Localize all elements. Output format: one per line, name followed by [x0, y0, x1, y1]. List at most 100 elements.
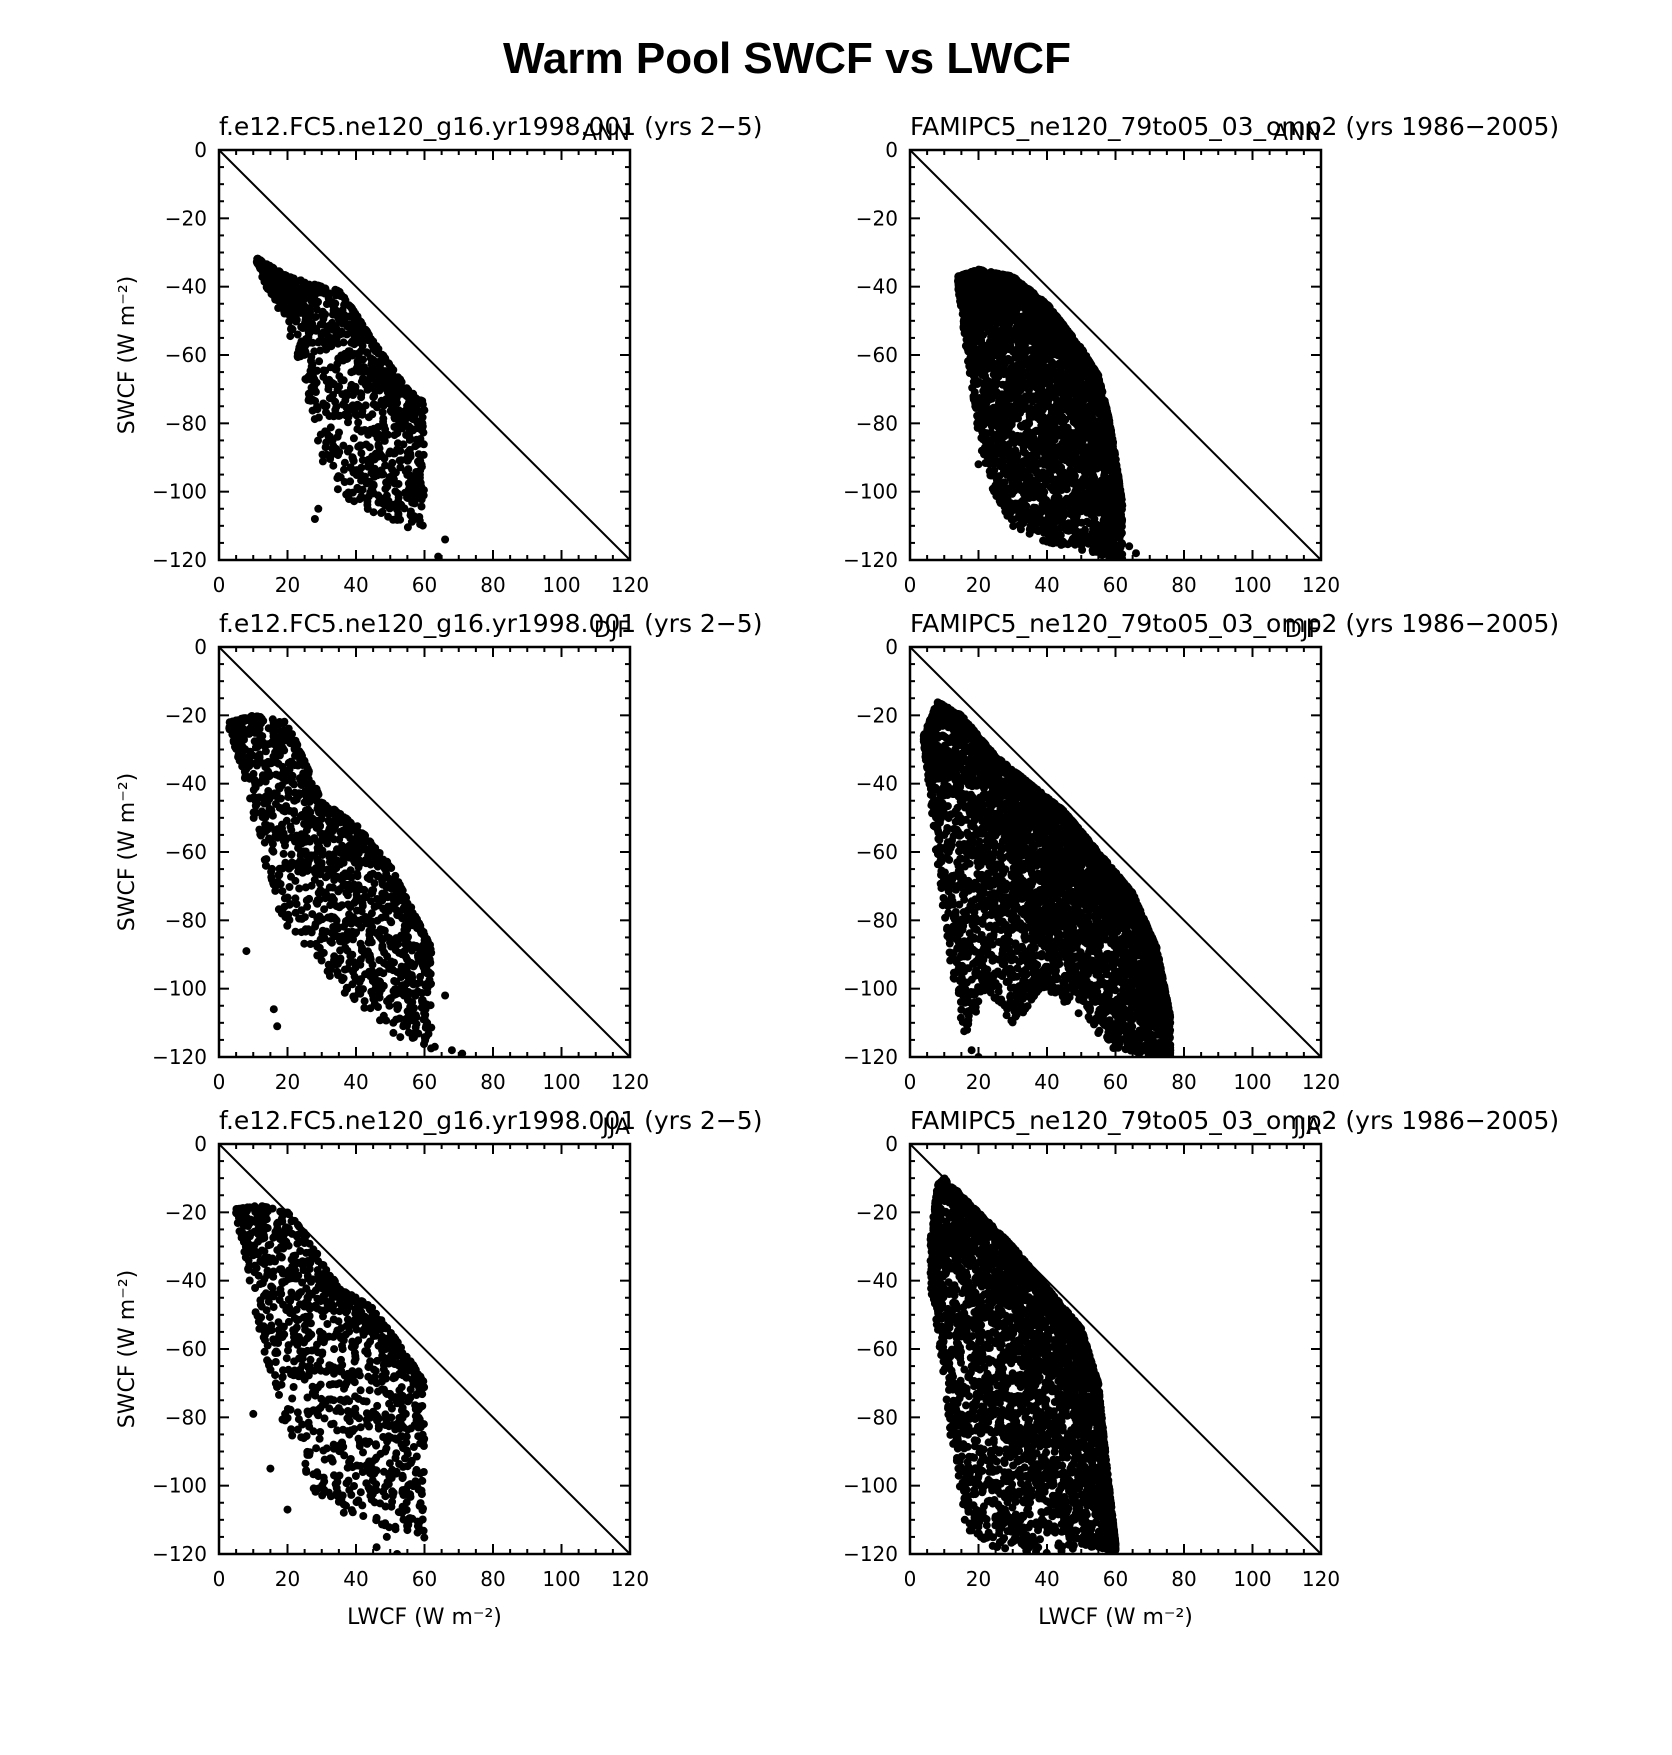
scatter-panel-ann-reference: FAMIPC5_ne120_79to05_03_omp2 (yrs 1986−2…	[843, 112, 1559, 597]
data-point	[1061, 342, 1069, 351]
data-point	[353, 357, 362, 366]
data-point	[1035, 459, 1044, 468]
data-points	[954, 265, 1140, 560]
data-point	[386, 406, 395, 415]
data-point	[1105, 419, 1114, 428]
data-point	[399, 415, 408, 424]
data-point	[346, 477, 355, 486]
data-point	[1092, 435, 1101, 444]
data-point	[347, 303, 356, 312]
data-point	[1008, 316, 1017, 325]
data-point	[1071, 439, 1080, 448]
y-tick-label: −40	[165, 275, 207, 299]
data-point	[307, 356, 315, 365]
data-point	[1046, 383, 1054, 392]
data-point	[1107, 466, 1116, 475]
data-point	[359, 374, 367, 383]
data-point	[417, 502, 426, 511]
data-point	[1011, 292, 1020, 301]
data-point	[1103, 407, 1112, 416]
data-point	[969, 313, 978, 322]
data-point	[958, 310, 967, 319]
x-tick-label: 40	[1034, 573, 1059, 597]
data-point	[376, 361, 384, 370]
data-point	[344, 488, 353, 497]
data-point	[1012, 327, 1021, 336]
data-point	[1061, 450, 1070, 459]
data-point	[1031, 450, 1040, 459]
data-point	[1072, 484, 1081, 493]
data-point	[995, 339, 1004, 348]
data-point	[329, 391, 337, 399]
data-point	[1026, 324, 1035, 333]
data-point	[988, 435, 997, 444]
data-point	[389, 366, 398, 374]
data-point	[1059, 423, 1068, 432]
data-point	[974, 337, 982, 346]
data-point	[302, 375, 311, 384]
data-point	[325, 340, 334, 349]
axis-ticks	[218, 149, 631, 561]
data-point	[1037, 316, 1045, 324]
data-point	[978, 422, 987, 431]
data-point	[346, 320, 355, 329]
data-point	[970, 295, 979, 303]
data-point	[344, 418, 352, 427]
data-point	[363, 349, 372, 357]
data-point	[969, 392, 978, 401]
data-point	[1082, 355, 1091, 364]
data-point	[295, 345, 303, 354]
data-point	[369, 357, 378, 365]
data-point	[1023, 288, 1032, 296]
data-point	[268, 266, 277, 275]
data-point	[1054, 475, 1063, 484]
panel-title: f.e12.FC5.ne120_g16.yr1998.001 (yrs 2−5)	[219, 609, 762, 638]
data-point	[1064, 369, 1073, 378]
data-point	[1001, 507, 1010, 516]
data-point	[1038, 391, 1047, 400]
season-label: ANN	[1273, 121, 1321, 146]
data-point	[1092, 500, 1101, 508]
data-points	[252, 254, 450, 560]
data-point	[1113, 527, 1122, 536]
data-point	[357, 427, 366, 436]
data-point	[1009, 414, 1018, 423]
data-point	[1103, 479, 1112, 488]
data-point	[332, 290, 341, 299]
data-point	[312, 366, 321, 375]
data-point	[339, 338, 348, 347]
x-tick-label: 100	[542, 573, 580, 597]
data-point	[990, 419, 999, 428]
data-point	[381, 484, 390, 493]
y-tick-label: −80	[165, 411, 207, 435]
data-point	[300, 280, 309, 289]
data-point	[325, 412, 334, 420]
data-point	[405, 397, 414, 406]
data-point	[1082, 493, 1091, 502]
data-point	[412, 474, 421, 483]
data-point	[359, 334, 368, 343]
data-point	[1090, 448, 1099, 457]
data-point	[1093, 479, 1101, 488]
data-point	[1103, 451, 1112, 460]
data-point	[349, 434, 358, 443]
data-point	[1015, 312, 1024, 321]
data-point	[1045, 402, 1054, 411]
data-point	[1006, 378, 1014, 387]
data-point	[413, 491, 422, 500]
data-point	[316, 346, 325, 355]
data-point	[256, 264, 265, 273]
data-point	[1064, 407, 1073, 416]
data-point	[1032, 349, 1041, 358]
data-point	[1075, 388, 1084, 397]
data-point	[337, 309, 346, 318]
data-point	[1000, 271, 1009, 280]
data-point	[360, 472, 369, 481]
data-point	[1085, 487, 1094, 496]
data-point	[978, 291, 987, 300]
y-tick-label: −60	[856, 343, 898, 367]
data-point	[313, 402, 321, 411]
data-point	[1077, 541, 1086, 550]
data-point	[379, 355, 388, 364]
data-point	[314, 436, 322, 445]
